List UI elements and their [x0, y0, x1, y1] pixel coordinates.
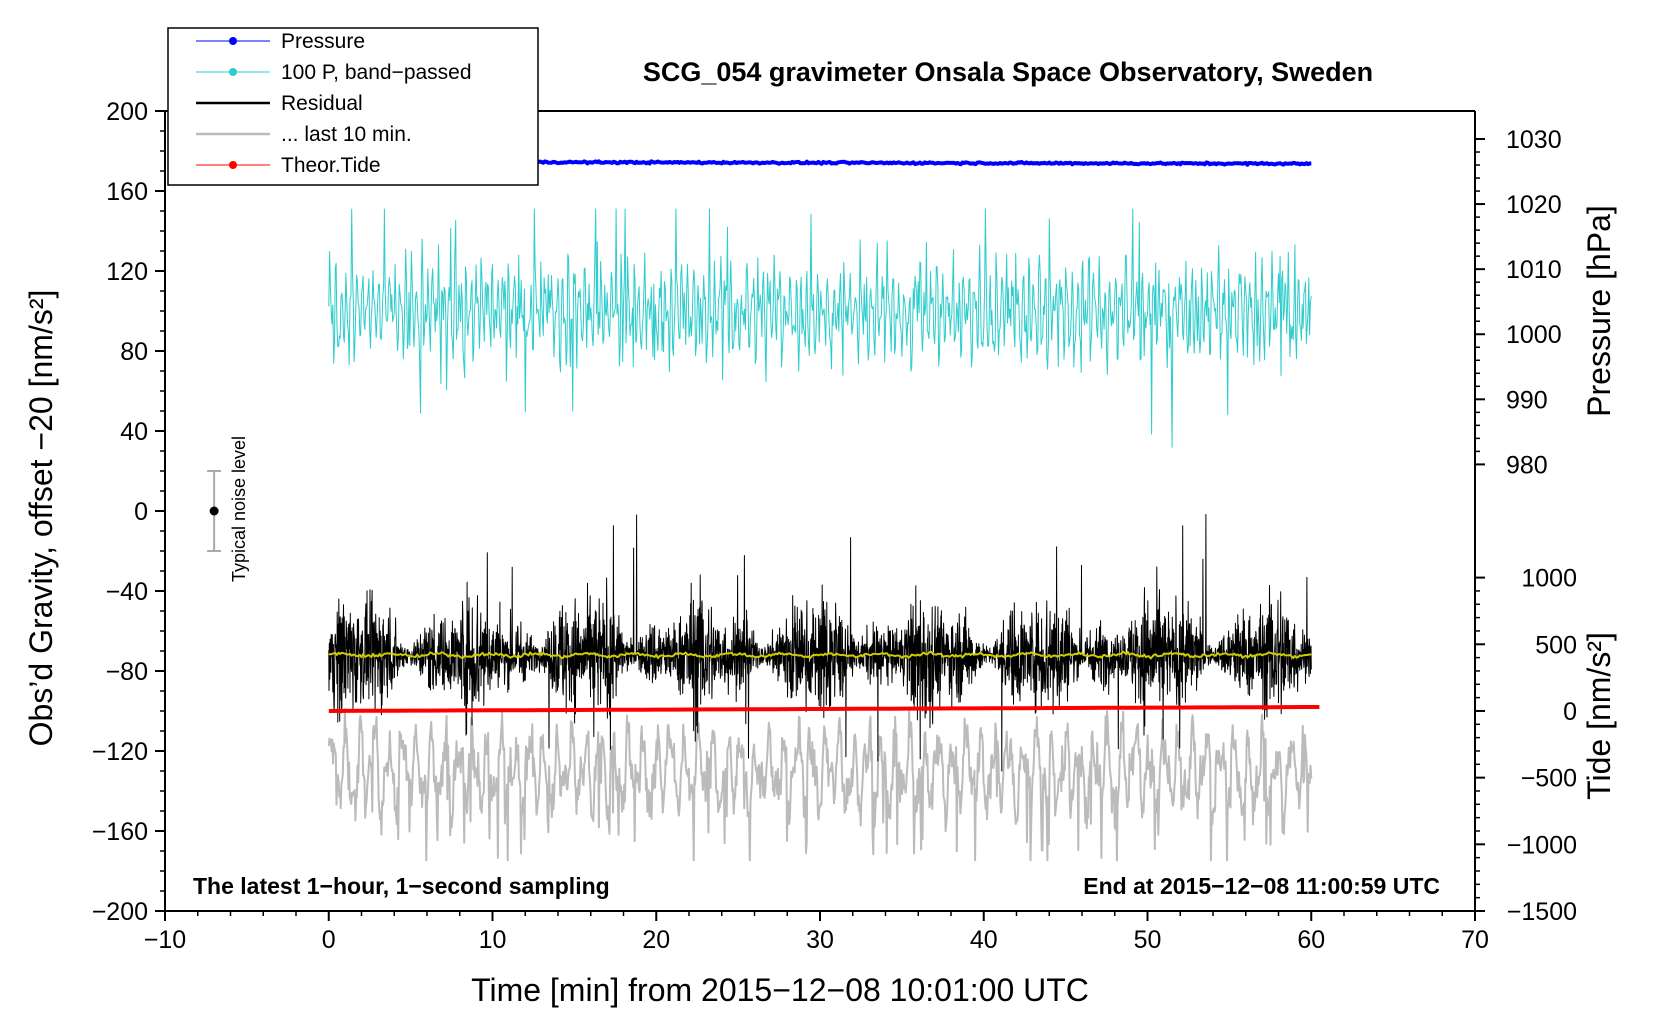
- series-residual: [328, 514, 1312, 772]
- y-axis-right-tide-title: Tide [nm/s²]: [1581, 632, 1617, 800]
- y-left-tick-label: −80: [106, 658, 148, 686]
- y-left-tick-label: 0: [134, 498, 148, 526]
- series-100p-band-passed: [328, 208, 1312, 448]
- pressure-tick-label: 1010: [1506, 256, 1562, 284]
- y-axis-right-pressure-title: Pressure [hPa]: [1581, 205, 1617, 417]
- noise-level-point: [209, 506, 219, 516]
- legend-label: Pressure: [281, 30, 365, 53]
- legend-label: Theor.Tide: [281, 154, 381, 177]
- tide-tick-label: −500: [1521, 765, 1577, 793]
- legend-item: Pressure: [196, 30, 365, 53]
- y-left-tick-label: −120: [92, 738, 148, 766]
- x-tick-label: −10: [144, 926, 186, 954]
- series-last-10-min: [327, 706, 1313, 862]
- x-tick-label: 40: [970, 926, 998, 954]
- legend-box: [167, 27, 539, 186]
- pressure-tick-label: 990: [1506, 386, 1548, 414]
- legend-marker: [229, 37, 237, 45]
- legend-label: ... last 10 min.: [281, 123, 412, 146]
- tide-tick-label: 1000: [1521, 565, 1577, 593]
- x-tick-label: 70: [1461, 926, 1489, 954]
- noise-level-errorbar: [207, 470, 222, 552]
- legend-item: Residual: [196, 92, 363, 115]
- footer-sampling-text: The latest 1−hour, 1−second sampling: [193, 873, 610, 899]
- tide-tick-label: −1000: [1507, 831, 1577, 859]
- y-left-tick-label: 40: [120, 418, 148, 446]
- y-left-tick-label: −40: [106, 578, 148, 606]
- tide-tick-label: −1500: [1507, 898, 1577, 926]
- y-left-tick-label: 120: [106, 258, 148, 286]
- y-left-tick-label: −160: [92, 818, 148, 846]
- y-left-tick-label: 160: [106, 178, 148, 206]
- pressure-tick-label: 1030: [1506, 126, 1562, 154]
- x-tick-label: 30: [806, 926, 834, 954]
- noise-level-label: Typical noise level: [229, 436, 249, 582]
- series-theoretical-tide: [328, 705, 1320, 713]
- pressure-tick-label: 1000: [1506, 321, 1562, 349]
- tide-tick-label: 0: [1563, 698, 1577, 726]
- tide-tick-label: 500: [1535, 631, 1577, 659]
- y-axis-left-title: Obs’d Gravity, offset −20 [nm/s²]: [23, 290, 59, 747]
- y-left-tick-label: −200: [92, 898, 148, 926]
- x-tick-label: 50: [1134, 926, 1162, 954]
- legend-item: ... last 10 min.: [196, 123, 412, 146]
- legend: Pressure 100 P, band−passed Residual ... la…: [167, 27, 539, 186]
- x-tick-label: 0: [322, 926, 336, 954]
- series-residual-smoothed: [328, 650, 1312, 660]
- y-left-tick-label: 200: [106, 98, 148, 126]
- pressure-tick-label: 1020: [1506, 191, 1562, 219]
- footer-end-time-text: End at 2015−12−08 11:00:59 UTC: [1083, 873, 1440, 899]
- legend-marker: [229, 161, 237, 169]
- legend-label: 100 P, band−passed: [281, 61, 472, 84]
- x-tick-label: 60: [1297, 926, 1325, 954]
- legend-label: Residual: [281, 92, 363, 115]
- pressure-tick-label: 980: [1506, 451, 1548, 479]
- legend-item: 100 P, band−passed: [196, 61, 472, 84]
- chart-title: SCG_054 gravimeter Onsala Space Observat…: [643, 57, 1373, 87]
- y-left-tick-label: 80: [120, 338, 148, 366]
- x-tick-label: 10: [479, 926, 507, 954]
- x-axis-title: Time [min] from 2015−12−08 10:01:00 UTC: [471, 972, 1089, 1008]
- legend-item: Theor.Tide: [196, 154, 381, 177]
- plot-area: [165, 111, 1475, 911]
- x-tick-label: 20: [642, 926, 670, 954]
- legend-marker: [229, 68, 237, 76]
